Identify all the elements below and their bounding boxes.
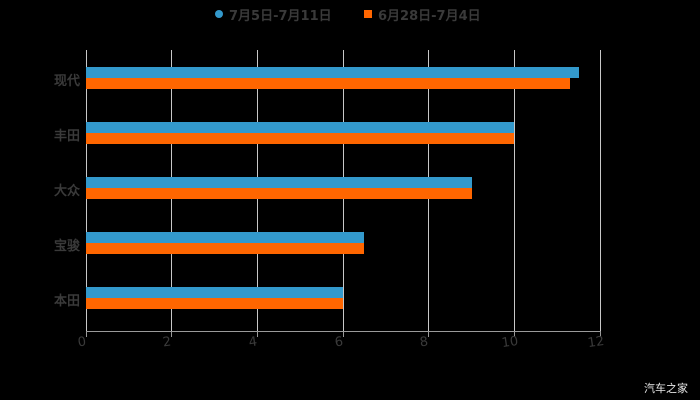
x-tick-label: 10 (500, 333, 520, 352)
category-label: 现代 (53, 74, 80, 89)
x-tick-label: 0 (76, 334, 88, 351)
bar-week1[interactable] (86, 122, 514, 133)
gridline (514, 50, 515, 332)
legend-item-week2[interactable]: 6月28日-7月4日 (364, 4, 481, 24)
legend-label: 6月28日-7月4日 (378, 8, 481, 24)
x-tick-label: 8 (418, 334, 430, 351)
x-tick-label: 4 (247, 334, 259, 351)
x-tick (343, 332, 344, 337)
x-tick (428, 332, 429, 337)
bar-week1[interactable] (86, 287, 343, 298)
x-tick (171, 332, 172, 337)
x-axis-line (86, 331, 601, 332)
x-tick (86, 332, 87, 337)
category-label: 本田 (53, 294, 80, 309)
legend-label: 7月5日-7月11日 (229, 8, 332, 24)
category-label: 大众 (53, 184, 80, 199)
legend-dot-icon (215, 10, 223, 18)
bar-week2[interactable] (86, 133, 514, 144)
category-label: 丰田 (53, 129, 80, 144)
bar-week2[interactable] (86, 243, 364, 254)
bar-week2[interactable] (86, 78, 570, 89)
x-tick-label: 6 (333, 334, 345, 351)
x-tick (600, 332, 601, 337)
bar-week1[interactable] (86, 67, 579, 78)
bar-week1[interactable] (86, 232, 364, 243)
bar-week2[interactable] (86, 298, 343, 309)
x-tick-label: 2 (161, 334, 173, 351)
x-tick (257, 332, 258, 337)
bar-week2[interactable] (86, 188, 472, 199)
watermark: 汽车之家 (644, 382, 688, 395)
legend-item-week1[interactable]: 7月5日-7月11日 (215, 4, 332, 24)
x-tick-label: 12 (586, 333, 606, 352)
x-tick (514, 332, 515, 337)
gridline (600, 50, 601, 332)
legend-square-icon (364, 10, 372, 18)
category-label: 宝骏 (53, 239, 80, 254)
chart-legend: 7月5日-7月11日 6月28日-7月4日 (0, 4, 700, 24)
bar-week1[interactable] (86, 177, 472, 188)
